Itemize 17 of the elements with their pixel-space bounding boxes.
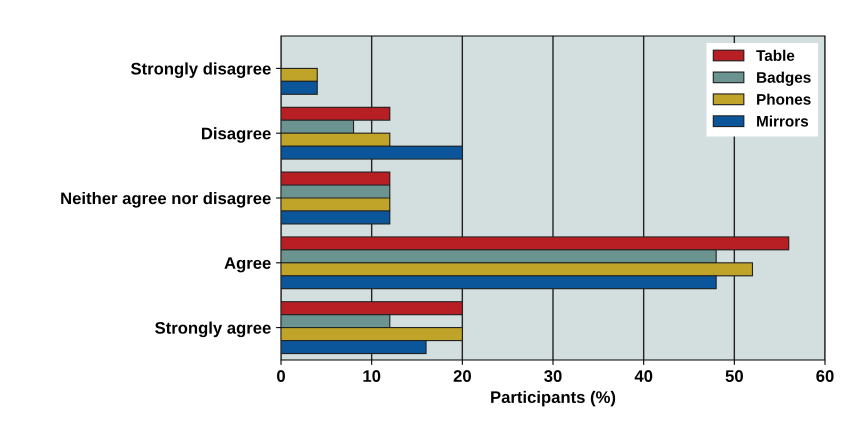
legend-label: Table	[756, 50, 794, 61]
x-tick-label: 20	[454, 370, 471, 382]
x-tick-label: 0	[277, 370, 285, 382]
x-tick-label: 50	[726, 370, 743, 382]
legend-label: Phones	[757, 94, 811, 105]
x-axis-title: Participants (%)	[491, 390, 616, 406]
legend-label: Badges	[757, 72, 811, 86]
legend-label: Mirrors	[757, 115, 808, 127]
y-tick-label: Disagree	[202, 127, 271, 143]
x-tick-label: 30	[544, 370, 562, 382]
y-tick-label: Strongly disagree	[130, 62, 271, 78]
y-tick-label: Agree	[224, 257, 271, 272]
y-tick-label: Neither agree nor disagree	[61, 192, 271, 208]
x-tick-label: 60	[816, 370, 834, 382]
x-tick-label: 10	[363, 370, 380, 382]
x-tick-label: 40	[634, 370, 652, 382]
y-tick-label: Strongly agree	[155, 322, 271, 338]
